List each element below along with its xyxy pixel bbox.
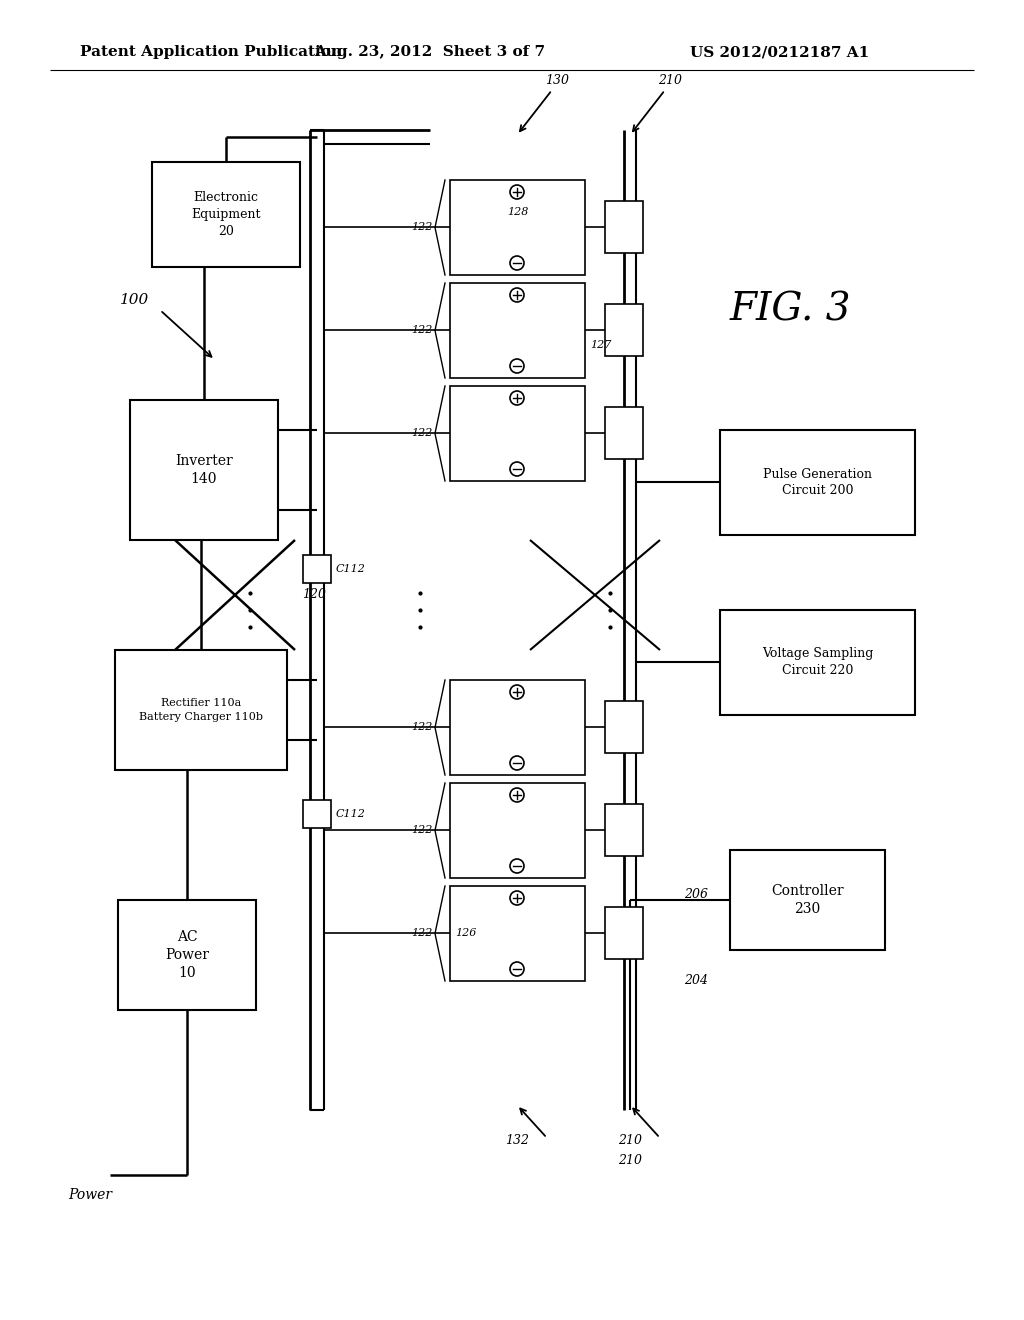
- Text: 122: 122: [412, 428, 433, 438]
- Text: 210: 210: [618, 1134, 642, 1147]
- Bar: [605, 407, 643, 459]
- Bar: [730, 850, 885, 950]
- Text: Pulse Generation
Circuit 200: Pulse Generation Circuit 200: [763, 467, 872, 498]
- Bar: [450, 680, 585, 775]
- Text: 100: 100: [121, 293, 150, 308]
- Text: Controller
230: Controller 230: [771, 884, 844, 916]
- Bar: [720, 610, 915, 715]
- Text: AC
Power
10: AC Power 10: [165, 929, 209, 981]
- Text: 132: 132: [505, 1134, 529, 1147]
- Text: C112: C112: [336, 564, 366, 574]
- Bar: [450, 282, 585, 378]
- Text: 128: 128: [507, 207, 528, 216]
- Text: 120: 120: [302, 589, 326, 602]
- Bar: [450, 783, 585, 878]
- Text: 206: 206: [684, 888, 708, 902]
- Text: 126: 126: [455, 928, 476, 939]
- Text: Inverter
140: Inverter 140: [175, 454, 232, 486]
- Text: US 2012/0212187 A1: US 2012/0212187 A1: [690, 45, 869, 59]
- Text: 210: 210: [618, 1154, 642, 1167]
- Bar: [152, 162, 300, 267]
- Text: Patent Application Publication: Patent Application Publication: [80, 45, 342, 59]
- Text: C112: C112: [336, 809, 366, 818]
- Text: 122: 122: [412, 722, 433, 733]
- Bar: [605, 304, 643, 356]
- Bar: [118, 900, 256, 1010]
- Bar: [605, 201, 643, 253]
- Text: 204: 204: [684, 974, 708, 986]
- Text: Aug. 23, 2012  Sheet 3 of 7: Aug. 23, 2012 Sheet 3 of 7: [314, 45, 546, 59]
- Text: 127: 127: [590, 341, 611, 350]
- Text: 130: 130: [545, 74, 569, 87]
- Bar: [450, 180, 585, 275]
- Bar: [130, 400, 278, 540]
- Text: 122: 122: [412, 825, 433, 836]
- Bar: [605, 907, 643, 960]
- Text: FIG. 3: FIG. 3: [729, 292, 851, 329]
- Bar: [605, 701, 643, 752]
- Text: Rectifier 110a
Battery Charger 110b: Rectifier 110a Battery Charger 110b: [139, 698, 263, 722]
- Bar: [720, 430, 915, 535]
- Bar: [605, 804, 643, 855]
- Text: 122: 122: [412, 928, 433, 939]
- Text: Power: Power: [68, 1188, 112, 1203]
- Text: 122: 122: [412, 325, 433, 335]
- Bar: [303, 554, 331, 583]
- Text: 122: 122: [412, 222, 433, 232]
- Bar: [303, 800, 331, 828]
- Bar: [115, 649, 287, 770]
- Bar: [450, 886, 585, 981]
- Text: 210: 210: [658, 74, 682, 87]
- Text: Voltage Sampling
Circuit 220: Voltage Sampling Circuit 220: [762, 648, 873, 677]
- Bar: [450, 385, 585, 480]
- Text: Electronic
Equipment
20: Electronic Equipment 20: [191, 191, 261, 238]
